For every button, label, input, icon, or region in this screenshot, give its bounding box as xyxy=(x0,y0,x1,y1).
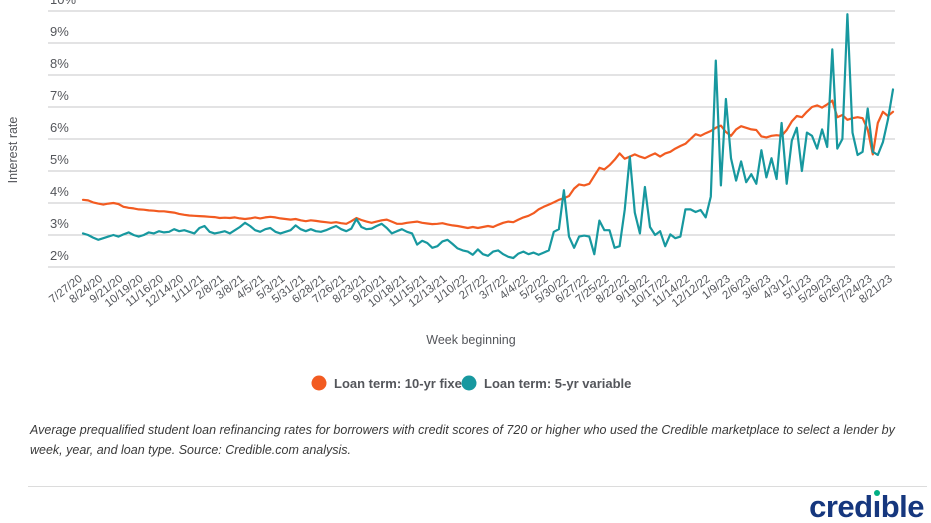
y-axis-title: Interest rate xyxy=(6,117,20,184)
y-tick-label: 9% xyxy=(50,24,69,39)
y-tick-label: 6% xyxy=(50,120,69,135)
y-tick-label: 4% xyxy=(50,184,69,199)
credible-logo-text: cred xyxy=(809,489,873,523)
chart-series xyxy=(81,13,895,260)
series-line-5-yr-variable xyxy=(81,13,895,260)
credible-logo-i-green-dot: ı xyxy=(872,489,882,523)
legend-dot-10yr-fixed xyxy=(311,375,327,391)
x-axis-title: Week beginning xyxy=(426,333,515,347)
credible-logo: credıble xyxy=(809,489,924,523)
x-axis-labels: 7/27/208/24/209/21/2010/19/2011/16/2012/… xyxy=(47,273,895,310)
y-tick-label: 10% xyxy=(50,0,76,7)
legend-dot-5yr-variable xyxy=(461,375,477,391)
y-tick-label: 3% xyxy=(50,216,69,231)
legend-label-10yr-fixed: Loan term: 10-yr fixed xyxy=(334,376,470,391)
footer-divider xyxy=(28,486,927,487)
rates-chart: 2% 3% 4% 5% 6% 7% 8% 9% 10% Interest rate 7/27/2… xyxy=(6,0,895,391)
y-tick-label: 8% xyxy=(50,56,69,71)
chart-source-note: Average prequalified student loan refina… xyxy=(30,423,895,458)
y-axis-labels: 2% 3% 4% 5% 6% 7% 8% 9% 10% xyxy=(50,0,76,263)
series-line-10-yr-fixed xyxy=(81,99,895,230)
chart-legend: Loan term: 10-yr fixed Loan term: 5-yr v… xyxy=(311,375,631,391)
y-tick-label: 5% xyxy=(50,152,69,167)
legend-label-5yr-variable: Loan term: 5-yr variable xyxy=(484,376,631,391)
y-tick-label: 2% xyxy=(50,248,69,263)
chart-gridlines xyxy=(48,10,895,268)
y-tick-label: 7% xyxy=(50,88,69,103)
